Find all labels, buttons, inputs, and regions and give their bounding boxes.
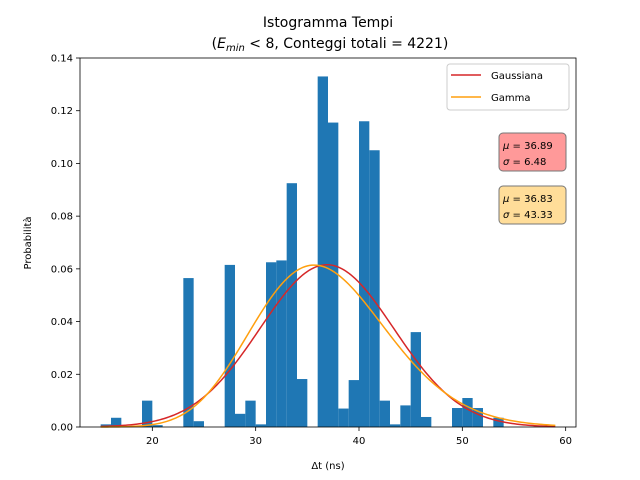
title-sub-min: min	[226, 43, 245, 54]
annotation-gaussian: μ = 36.89 σ = 6.48	[498, 132, 567, 172]
histogram-bar-12	[286, 183, 297, 427]
annotation-gamma-mu: μ = 36.83	[502, 194, 553, 205]
histogram-bar-26	[462, 398, 473, 427]
curve-gaussiana	[100, 264, 556, 428]
histogram-bar-14	[317, 76, 328, 427]
legend: Gaussiana Gamma	[446, 63, 570, 111]
histogram-bar-28	[493, 417, 504, 427]
histogram-bar-20	[379, 400, 390, 427]
histogram-bar-16	[338, 408, 349, 427]
x-tick-label-30: 30	[249, 436, 262, 447]
histogram-bar-18	[359, 121, 370, 427]
histogram-bar-11	[276, 260, 287, 427]
x-axis-ticks: 20 30 40 50 60	[146, 427, 572, 447]
y-tick-label-1: 0.02	[51, 370, 73, 381]
histogram-bar-4	[183, 278, 194, 427]
histogram-bar-27	[472, 408, 483, 427]
y-tick-label-0: 0.00	[51, 423, 73, 434]
histogram-bar-1	[111, 417, 122, 427]
legend-label-gamma: Gamma	[491, 93, 531, 104]
histogram-bar-7	[235, 413, 246, 427]
histogram-bar-24	[421, 416, 432, 427]
annotation-box-gamma	[498, 185, 567, 225]
histogram-bar-13	[297, 379, 308, 427]
histogram-bar-8	[245, 400, 256, 427]
histogram-bar-15	[328, 122, 339, 427]
chart-title-line1: Istogramma Tempi	[263, 15, 393, 31]
annotation-gaussian-mu: μ = 36.89	[502, 141, 553, 152]
annotation-gamma-sigma: σ = 43.33	[503, 210, 553, 221]
histogram-bar-6	[224, 264, 235, 427]
histogram-bar-19	[369, 150, 380, 427]
x-axis-label: Δt (ns)	[311, 461, 344, 472]
histogram-bar-2	[142, 400, 153, 427]
annotation-gaussian-sigma: σ = 6.48	[503, 157, 546, 168]
histogram-bar-9	[255, 424, 266, 427]
histogram-bars	[100, 76, 504, 427]
title-open-paren: (	[212, 36, 217, 52]
histogram-bar-17	[348, 380, 359, 427]
y-tick-label-5: 0.10	[51, 159, 73, 170]
y-tick-label-2: 0.04	[51, 317, 73, 328]
y-axis-label: Probabilità	[22, 216, 34, 269]
x-tick-label-50: 50	[456, 436, 469, 447]
y-tick-label-3: 0.06	[51, 264, 73, 275]
title-var-e: E	[217, 36, 226, 52]
annotation-box-gaussian	[498, 132, 567, 172]
y-tick-label-7: 0.14	[51, 54, 73, 65]
chart-title-line2: (Emin < 8, Conteggi totali = 4221)	[212, 36, 449, 54]
histogram-bar-10	[266, 262, 277, 427]
histogram-bar-21	[390, 424, 401, 427]
curve-gamma	[100, 264, 556, 428]
title-rest: < 8, Conteggi totali = 4221)	[245, 36, 449, 52]
axes-frame	[79, 57, 577, 428]
histogram-bar-22	[400, 405, 411, 427]
x-tick-label-40: 40	[353, 436, 366, 447]
histogram-bar-25	[452, 408, 463, 427]
fit-curves	[100, 264, 556, 428]
y-tick-label-4: 0.08	[51, 212, 73, 223]
y-axis-ticks: 0.00 0.02 0.04 0.06 0.08 0.10 0.12 0.14	[51, 54, 80, 434]
legend-label-gaussiana: Gaussiana	[491, 71, 543, 82]
histogram-bar-5	[193, 421, 204, 427]
histogram-bar-3	[152, 425, 163, 427]
x-tick-label-20: 20	[146, 436, 159, 447]
annotation-gamma: μ = 36.83 σ = 43.33	[498, 185, 567, 225]
histogram-bar-23	[410, 332, 421, 427]
y-tick-label-6: 0.12	[51, 106, 73, 117]
x-tick-label-60: 60	[559, 436, 572, 447]
